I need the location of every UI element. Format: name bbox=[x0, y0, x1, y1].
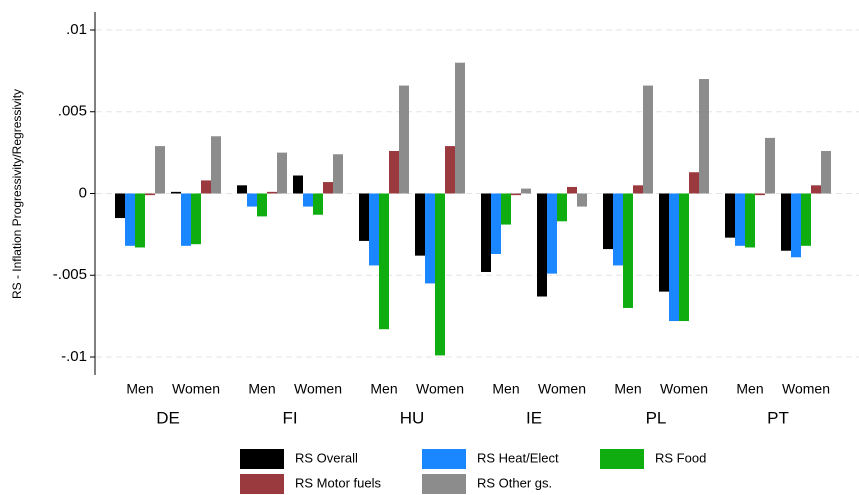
x-tick-label: Women bbox=[294, 381, 342, 397]
bar bbox=[745, 193, 755, 248]
bar bbox=[181, 193, 191, 246]
bar bbox=[781, 193, 791, 251]
bar bbox=[369, 193, 379, 266]
x-tick-label: Women bbox=[660, 381, 708, 397]
bar bbox=[679, 193, 689, 322]
bar bbox=[511, 193, 521, 196]
bar bbox=[115, 193, 125, 219]
bar bbox=[211, 136, 221, 194]
group-label: DE bbox=[156, 408, 180, 427]
bar bbox=[293, 175, 303, 194]
x-tick-label: Men bbox=[736, 381, 763, 397]
y-tick-label: 0 bbox=[79, 184, 87, 201]
bar bbox=[537, 193, 547, 297]
bar bbox=[389, 150, 399, 194]
bar bbox=[455, 62, 465, 194]
bar bbox=[501, 193, 511, 225]
x-tick-label: Men bbox=[126, 381, 153, 397]
bar bbox=[699, 79, 709, 194]
legend-label: RS Motor fuels bbox=[295, 475, 381, 490]
group-label: HU bbox=[400, 408, 425, 427]
legend-swatch bbox=[240, 474, 284, 494]
bar bbox=[689, 172, 699, 194]
group-label: IE bbox=[526, 408, 542, 427]
bar bbox=[801, 193, 811, 246]
bar bbox=[603, 193, 613, 250]
bar bbox=[445, 146, 455, 194]
bar bbox=[201, 180, 211, 194]
bar bbox=[399, 85, 409, 194]
bar bbox=[735, 193, 745, 246]
x-tick-label: Women bbox=[782, 381, 830, 397]
x-tick-label: Women bbox=[538, 381, 586, 397]
x-tick-label: Men bbox=[248, 381, 275, 397]
bar bbox=[821, 150, 831, 194]
bar bbox=[415, 193, 425, 256]
legend-label: RS Food bbox=[655, 450, 706, 465]
bar bbox=[425, 193, 435, 284]
bar bbox=[303, 193, 313, 207]
x-tick-label: Men bbox=[614, 381, 641, 397]
bar bbox=[725, 193, 735, 238]
bar bbox=[659, 193, 669, 292]
bar bbox=[145, 193, 155, 196]
bar bbox=[191, 193, 201, 245]
group-label: FI bbox=[282, 408, 297, 427]
legend-swatch bbox=[240, 449, 284, 469]
legend-label: RS Heat/Elect bbox=[477, 450, 559, 465]
bar bbox=[257, 193, 267, 217]
bar bbox=[247, 193, 257, 207]
bar bbox=[359, 193, 369, 241]
bar bbox=[323, 182, 333, 194]
bar bbox=[125, 193, 135, 246]
y-axis-label: RS - Inflation Progressivity/Regressivit… bbox=[10, 89, 24, 299]
y-tick-label: .01 bbox=[66, 21, 87, 38]
legend-swatch bbox=[422, 449, 466, 469]
bar bbox=[765, 137, 775, 194]
bar bbox=[521, 188, 531, 194]
legend-swatch bbox=[600, 449, 644, 469]
bar bbox=[577, 193, 587, 207]
x-tick-label: Men bbox=[370, 381, 397, 397]
bar bbox=[155, 146, 165, 194]
bar bbox=[171, 191, 181, 194]
bar bbox=[669, 193, 679, 322]
group-label: PL bbox=[646, 408, 667, 427]
bar bbox=[567, 186, 577, 194]
x-tick-label: Men bbox=[492, 381, 519, 397]
group-label: PT bbox=[767, 408, 789, 427]
legend-label: RS Overall bbox=[295, 450, 358, 465]
bar bbox=[277, 152, 287, 194]
legend-swatch bbox=[422, 474, 466, 494]
bar bbox=[333, 154, 343, 194]
bar bbox=[633, 185, 643, 194]
bar bbox=[435, 193, 445, 356]
y-tick-label: -.005 bbox=[53, 266, 87, 283]
bar bbox=[267, 191, 277, 194]
bar bbox=[623, 193, 633, 308]
bar bbox=[811, 185, 821, 194]
y-tick-label: .005 bbox=[58, 103, 87, 120]
x-tick-label: Women bbox=[416, 381, 464, 397]
bar bbox=[613, 193, 623, 266]
bar bbox=[135, 193, 145, 248]
y-tick-label: -.01 bbox=[61, 348, 87, 365]
bar bbox=[491, 193, 501, 254]
bar bbox=[643, 85, 653, 194]
bar bbox=[379, 193, 389, 330]
bar bbox=[791, 193, 801, 258]
bar bbox=[557, 193, 567, 222]
bar bbox=[237, 185, 247, 194]
bar bbox=[755, 193, 765, 196]
x-tick-label: Women bbox=[172, 381, 220, 397]
bar bbox=[313, 193, 323, 215]
bar bbox=[481, 193, 491, 272]
bar bbox=[547, 193, 557, 274]
legend-label: RS Other gs. bbox=[477, 475, 552, 490]
